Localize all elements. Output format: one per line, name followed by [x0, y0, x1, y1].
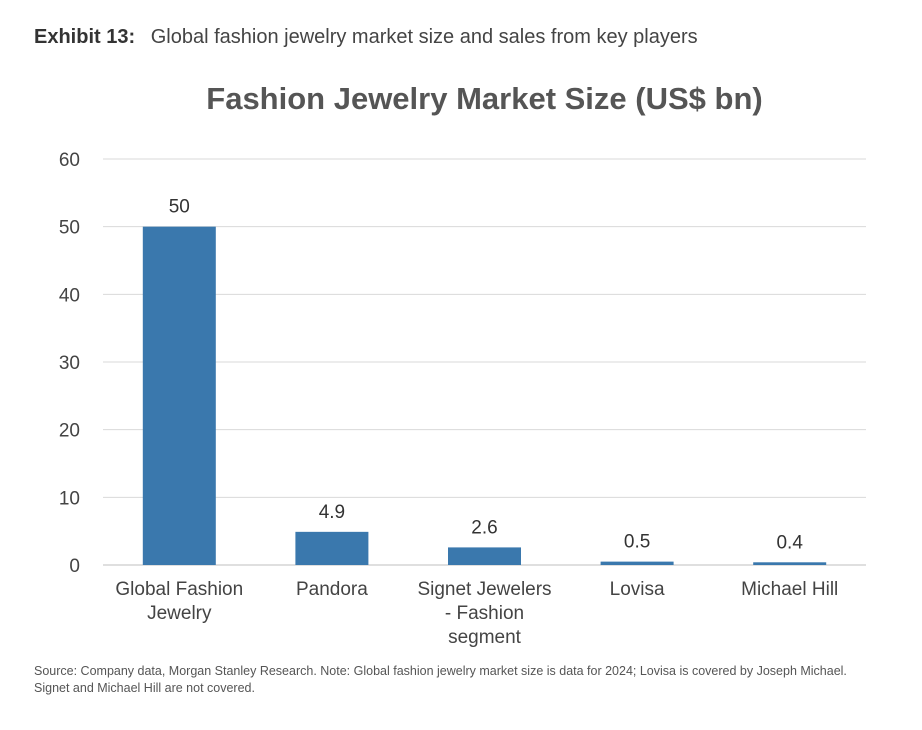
y-tick-label: 10	[59, 488, 80, 509]
exhibit-label: Exhibit 13:	[34, 26, 136, 48]
y-tick-label: 30	[59, 353, 80, 374]
exhibit-heading: Exhibit 13: Global fashion jewelry marke…	[34, 26, 698, 49]
chart-title: Fashion Jewelry Market Size (US$ bn)	[206, 81, 762, 116]
x-tick-label-line: segment	[448, 627, 522, 648]
x-tick-label-line: Lovisa	[610, 579, 665, 600]
x-tick-label: Lovisa	[610, 579, 665, 600]
x-tick-label-line: Pandora	[296, 579, 368, 600]
y-tick-label: 40	[59, 285, 80, 306]
data-label: 0.5	[624, 532, 650, 553]
bar-chart: Fashion Jewelry Market Size (US$ bn) 0 10 2…	[59, 81, 866, 648]
x-tick-label-line: Global Fashion	[115, 579, 243, 600]
data-label: 0.4	[776, 532, 803, 553]
x-tick-label-line: - Fashion	[445, 603, 524, 624]
x-tick-label: Michael Hill	[741, 579, 838, 600]
bar	[600, 561, 674, 565]
data-label: 50	[169, 197, 190, 218]
y-tick-label: 50	[59, 218, 80, 239]
bar	[295, 531, 369, 565]
y-tick-label: 20	[59, 421, 80, 442]
x-tick-label: Pandora	[296, 579, 368, 600]
x-tick-label-line: Michael Hill	[741, 579, 838, 600]
x-tick-label-line: Signet Jewelers	[417, 579, 551, 600]
bar	[753, 562, 827, 565]
bar	[142, 226, 216, 565]
x-tick-label: Signet Jewelers - Fashion segment	[417, 579, 551, 648]
source-note: Source: Company data, Morgan Stanley Res…	[34, 664, 847, 695]
data-label: 2.6	[471, 517, 497, 538]
x-tick-label-line: Jewelry	[147, 603, 212, 624]
bar	[448, 547, 521, 565]
y-tick-label: 0	[69, 556, 80, 577]
y-tick-label: 60	[59, 150, 80, 171]
exhibit-title: Global fashion jewelry market size and s…	[150, 26, 698, 48]
x-tick-label: Global Fashion Jewelry	[115, 579, 243, 624]
data-label: 4.9	[319, 502, 345, 523]
